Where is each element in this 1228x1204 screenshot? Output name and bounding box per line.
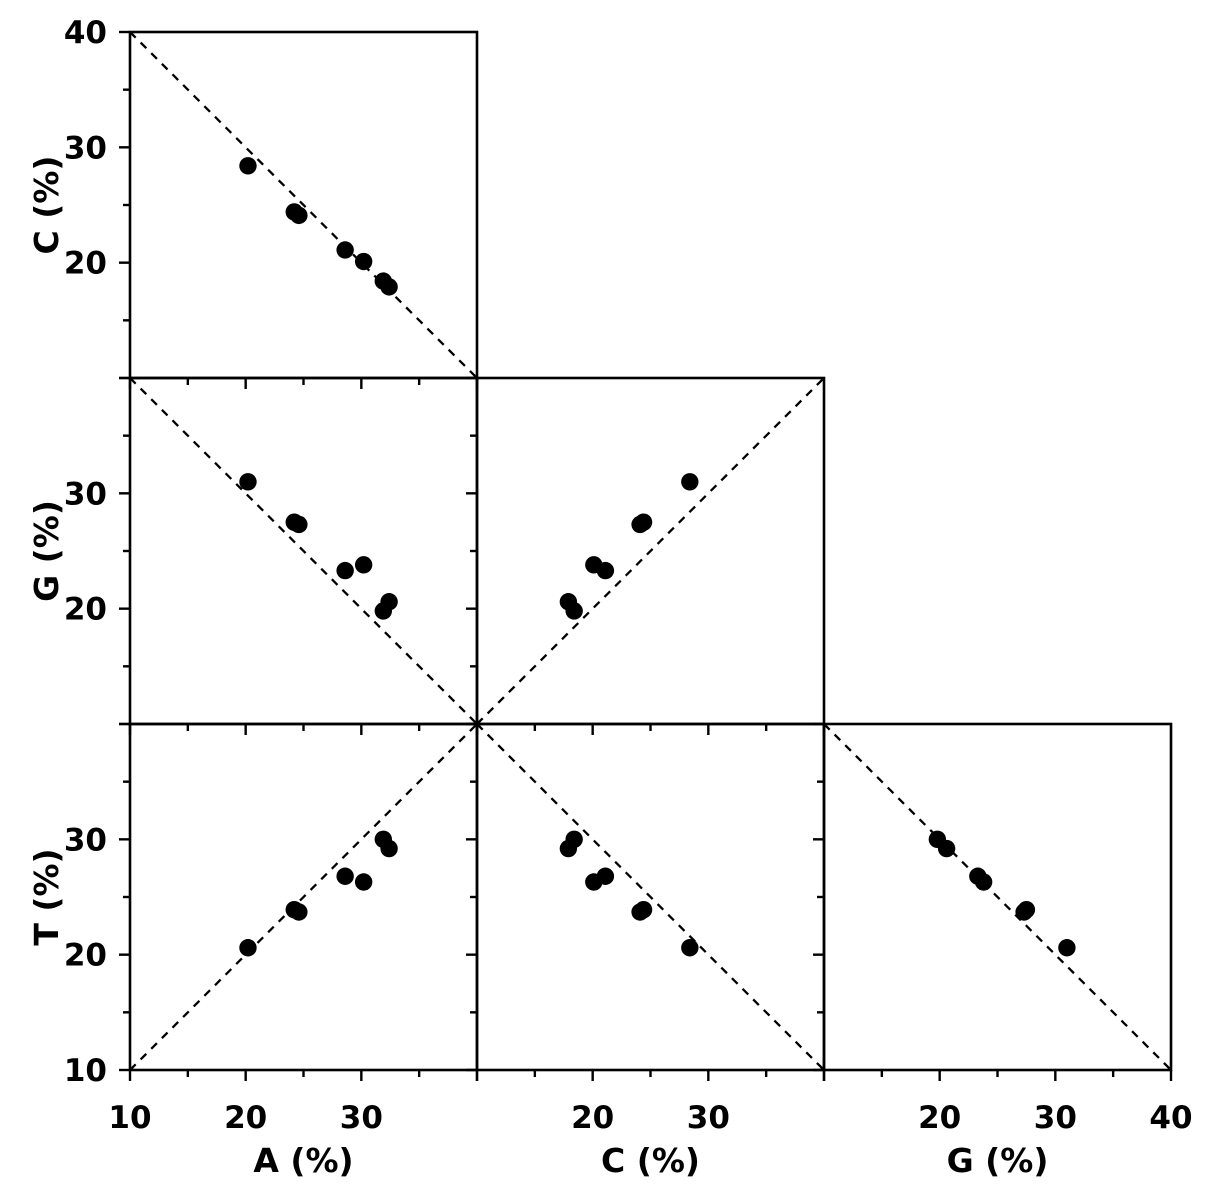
panel-T-vs-A — [119, 722, 479, 1081]
reference-line — [129, 723, 478, 1071]
data-point — [585, 873, 603, 891]
y-tick-label: 20 — [64, 592, 107, 628]
data-point — [681, 473, 699, 491]
y-tick-label: 30 — [64, 130, 107, 166]
panel-C-vs-A — [119, 30, 479, 389]
reference-line — [476, 723, 825, 1071]
data-point — [354, 873, 373, 891]
y-tick-label: 30 — [64, 476, 107, 512]
y-axis-G: 30 20G (%) — [27, 476, 107, 627]
data-point — [631, 515, 649, 534]
data-point — [681, 939, 699, 957]
y-tick-label: 20 — [64, 246, 107, 282]
x-tick-label: 30 — [687, 1100, 730, 1136]
x-tick-label: 30 — [1034, 1100, 1077, 1136]
data-point — [354, 556, 373, 574]
reference-line — [476, 377, 825, 725]
data-point — [380, 593, 398, 611]
x-axis-title: C (%) — [601, 1141, 700, 1180]
y-tick-label: 10 — [64, 1053, 107, 1089]
x-tick-label: 30 — [340, 1100, 383, 1136]
data-point — [239, 157, 257, 175]
x-axis-G: 20 30 40 G (%) — [918, 1100, 1192, 1180]
data-point — [239, 939, 257, 957]
panel-T-vs-G — [813, 722, 1173, 1081]
x-tick-label: 40 — [1149, 1100, 1192, 1136]
data-point — [290, 206, 308, 225]
panel-G-vs-C — [466, 376, 826, 735]
data-point — [1058, 939, 1076, 957]
data-point — [585, 556, 603, 574]
data-point — [380, 839, 398, 858]
x-tick-label: 20 — [918, 1100, 961, 1136]
x-axis-C: 20 30 C (%) — [571, 1100, 730, 1180]
reference-line — [129, 31, 478, 379]
data-point — [974, 873, 993, 891]
data-point — [239, 473, 257, 491]
data-point — [559, 839, 578, 858]
y-tick-label: 30 — [64, 822, 107, 858]
y-axis-T: 30 20 10 T (%) — [27, 822, 107, 1089]
data-point — [937, 839, 956, 858]
panel-T-vs-C — [466, 722, 826, 1081]
y-axis-C: 40 30 20C (%) — [27, 15, 107, 282]
x-axis-title: G (%) — [947, 1141, 1049, 1180]
reference-line — [823, 723, 1172, 1071]
data-point — [380, 278, 398, 296]
y-axis-title: C (%) — [27, 156, 66, 255]
data-point — [336, 241, 354, 259]
data-point — [290, 515, 308, 534]
x-tick-label: 10 — [108, 1100, 151, 1136]
data-point — [559, 593, 578, 611]
data-point — [631, 903, 649, 921]
data-point — [1015, 903, 1033, 921]
y-tick-label: 20 — [64, 938, 107, 974]
y-axis-title: G (%) — [27, 500, 66, 602]
x-tick-label: 20 — [224, 1100, 267, 1136]
x-axis-A: 10 20 30 A (%) — [108, 1100, 382, 1180]
x-axis-title: A (%) — [253, 1141, 353, 1180]
reference-line — [129, 377, 478, 725]
data-point — [336, 867, 354, 885]
data-point — [290, 903, 308, 921]
x-tick-label: 20 — [571, 1100, 614, 1136]
panel-G-vs-A — [119, 376, 479, 735]
data-point — [354, 252, 373, 271]
y-tick-label: 40 — [64, 15, 107, 51]
y-axis-title: T (%) — [27, 848, 66, 945]
data-point — [336, 561, 354, 580]
